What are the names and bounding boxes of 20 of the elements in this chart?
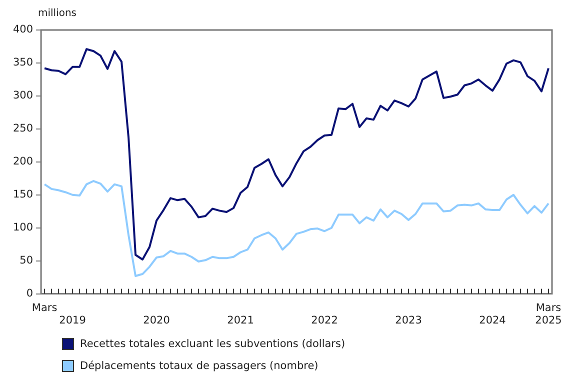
x-tick-label: 2022 — [311, 314, 338, 326]
y-tick-label: 50 — [20, 254, 34, 267]
y-tick-label: 0 — [26, 288, 34, 300]
y-tick-label: 100 — [12, 222, 34, 234]
x-tick-label: Mars 2025 — [535, 302, 562, 326]
x-tick-label: 2021 — [227, 314, 254, 326]
y-axis-title: millions — [38, 8, 77, 19]
x-tick-label: Mars — [32, 302, 58, 314]
y-tick-label: 350 — [12, 56, 34, 69]
x-tick-label: 2023 — [395, 314, 422, 326]
legend-label: Recettes totales excluant les subventions (dollars) — [80, 338, 346, 350]
x-tick-label: 2019 — [59, 314, 86, 326]
x-tick-label: 2020 — [143, 314, 170, 326]
x-tick-label: 2024 — [479, 314, 506, 326]
y-tick-label: 300 — [12, 90, 34, 102]
y-tick-label: 400 — [12, 24, 34, 36]
y-tick-label: 250 — [12, 122, 34, 135]
legend-label: Déplacements totaux de passagers (nombre) — [80, 360, 318, 372]
y-tick-label: 200 — [12, 156, 34, 168]
y-tick-label: 150 — [12, 188, 34, 201]
